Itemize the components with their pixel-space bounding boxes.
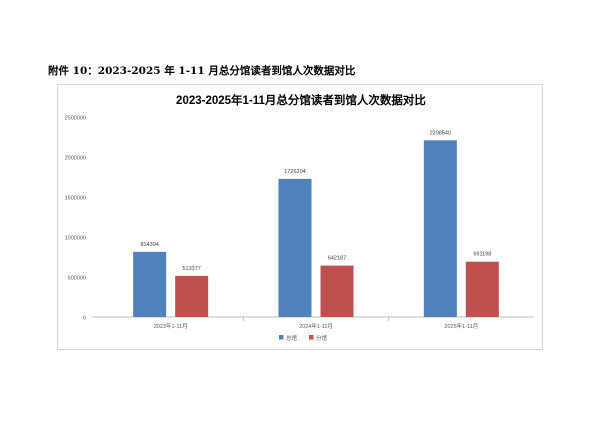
x-tick-label: 2023年1-11月 [154,322,188,330]
legend-swatch [309,335,314,340]
y-tick-label: 0 [83,316,86,322]
attachment-caption: 附件 10：2023-2025 年 1-11 月总分馆读者到馆人次数据对比 [48,65,356,77]
y-tick-label: 1000000 [65,236,86,242]
legend-label: 总馆 [286,334,298,342]
bar-branch [175,275,209,317]
x-tick-label: 2024年1-11月 [299,322,333,330]
y-tick-label: 1500000 [65,196,86,202]
data-label: 1726204 [284,169,305,175]
data-label: 691198 [473,252,491,258]
bar-chart: 2023-2025年1-11月总分馆读者到馆人次数据对比 0 500000 1000… [65,93,534,342]
data-label: 814394 [140,242,158,248]
bar-branch [320,265,354,317]
y-tick-label: 2000000 [65,156,86,162]
y-tick-label: 2500000 [65,116,86,122]
data-label: 513377 [182,266,200,272]
bars: 814394 513377 1726204 642187 2208540 691198 [133,130,499,317]
bar-main [278,178,312,317]
bar-main [133,251,167,317]
legend: 总馆 分馆 [279,334,328,342]
legend-label: 分馆 [316,334,328,342]
y-tick-label: 500000 [68,276,86,282]
data-label: 2208540 [430,130,451,136]
chart-title: 2023-2025年1-11月总分馆读者到馆人次数据对比 [176,93,426,107]
data-label: 642187 [328,256,346,262]
chart-frame: 2023-2025年1-11月总分馆读者到馆人次数据对比 0 500000 1000… [57,84,543,350]
bar-branch [465,261,499,317]
legend-swatch [279,335,284,340]
bar-main [423,140,457,317]
x-tick-label: 2025年1-11月 [444,322,478,330]
